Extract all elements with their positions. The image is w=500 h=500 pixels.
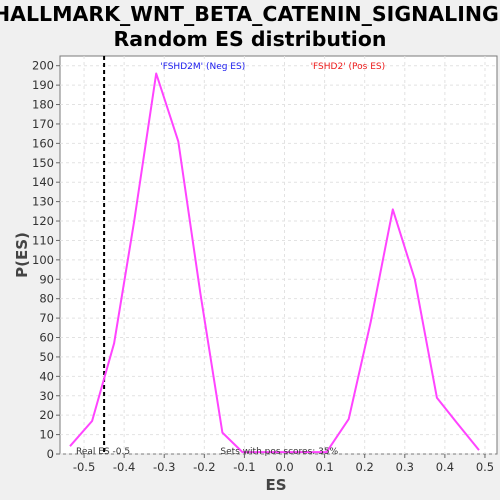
pos-scores-annotation: Sets with pos scores: 35% — [220, 447, 338, 457]
y-tick-label: 140 — [32, 175, 54, 189]
chart-title-line-1: HALLMARK_WNT_BETA_CATENIN_SIGNALING: — [0, 2, 500, 26]
y-axis-title: P(ES) — [13, 232, 31, 278]
y-tick-label: 70 — [39, 311, 54, 325]
legend: 'FSHD2M' (Neg ES) 'FSHD2' (Pos ES) — [160, 62, 385, 72]
x-tick-label: -0.1 — [233, 460, 255, 474]
y-tick-label: 190 — [32, 78, 54, 92]
y-tick-label: 160 — [32, 136, 54, 150]
y-tick-label: 120 — [32, 214, 54, 228]
real-es-annotation: Real ES -0.5 — [76, 447, 130, 457]
x-axis: -0.5 -0.4 -0.3 -0.2 -0.1 0.0 0.1 0.2 0.3 0.4 0.5 — [73, 454, 494, 474]
x-tick-label: 0.4 — [436, 460, 454, 474]
x-tick-label: -0.3 — [153, 460, 175, 474]
x-tick-label: -0.4 — [113, 460, 135, 474]
x-tick-label: 0.3 — [396, 460, 414, 474]
x-tick-label: 0.1 — [315, 460, 333, 474]
y-tick-label: 80 — [39, 292, 54, 306]
y-tick-label: 40 — [39, 369, 54, 383]
y-tick-label: 0 — [47, 447, 54, 461]
y-tick-label: 200 — [32, 59, 54, 73]
x-tick-label: 0.5 — [476, 460, 494, 474]
y-tick-label: 60 — [39, 331, 54, 345]
x-tick-label: 0.2 — [356, 460, 374, 474]
plot-area — [59, 55, 498, 455]
legend-entry: 'FSHD2' (Pos ES) — [311, 62, 386, 72]
y-tick-label: 170 — [32, 117, 54, 131]
es-distribution-line — [69, 72, 480, 454]
y-tick-label: 180 — [32, 98, 54, 112]
series-group — [69, 72, 480, 454]
x-axis-title: ES — [265, 476, 286, 494]
legend-entry: 'FSHD2M' (Neg ES) — [160, 62, 245, 72]
y-tick-label: 30 — [39, 389, 54, 403]
x-tick-label: 0.0 — [275, 460, 293, 474]
y-tick-label: 100 — [32, 253, 54, 267]
x-tick-label: -0.2 — [193, 460, 215, 474]
y-tick-label: 90 — [39, 272, 54, 286]
y-tick-label: 20 — [39, 408, 54, 422]
chart-title-line-2: Random ES distribution — [114, 27, 387, 51]
y-tick-label: 110 — [32, 233, 54, 247]
y-tick-label: 150 — [32, 156, 54, 170]
x-tick-label: -0.5 — [73, 460, 95, 474]
y-tick-label: 10 — [39, 428, 54, 442]
grid — [60, 56, 497, 455]
y-tick-label: 130 — [32, 195, 54, 209]
y-axis: 0 10 20 30 40 50 60 70 80 90 100 110 120 130 140 150 160… — [32, 59, 60, 461]
y-tick-label: 50 — [39, 350, 54, 364]
